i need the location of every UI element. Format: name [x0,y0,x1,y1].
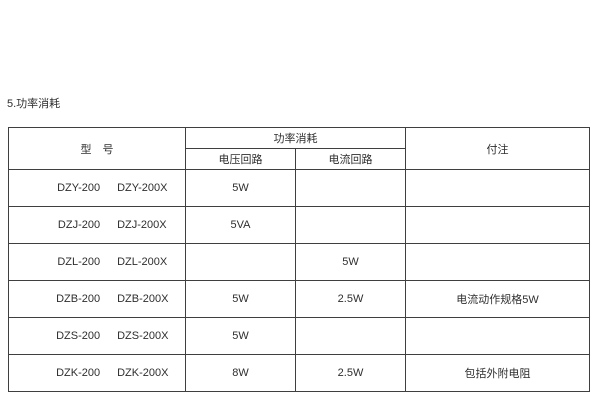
voltage-circuit-cell: 5VA [185,206,296,244]
current-circuit-cell [295,317,406,355]
model-cell: DZJ-200 DZJ-200X [8,206,186,244]
model-x-variant: DZJ-200X [117,219,167,231]
table-row: DZK-200 DZK-200X 8W 2.5W 包括外附电阻 [8,354,590,392]
model-standard: DZL-200 [57,256,101,268]
table-header: 型 号 功率消耗 付注 电压回路 电流回路 [8,127,590,170]
note-cell: 包括外附电阻 [405,354,590,392]
current-circuit-cell: 2.5W [295,354,406,392]
model-cell: DZL-200 DZL-200X [8,243,186,281]
header-current-circuit: 电流回路 [295,148,406,170]
table-row: DZS-200 DZS-200X 5W [8,317,590,355]
note-cell [405,317,590,355]
note-cell: 电流动作规格5W [405,280,590,318]
section-title: 5.功率消耗 [7,98,61,110]
model-cell: DZS-200 DZS-200X [8,317,186,355]
header-row-top: 型 号 功率消耗 付注 [8,127,590,170]
model-x-variant: DZK-200X [117,367,169,379]
model-standard: DZJ-200 [57,219,101,231]
model-standard: DZK-200 [56,367,101,379]
voltage-circuit-cell: 8W [185,354,296,392]
current-circuit-cell: 2.5W [295,280,406,318]
model-x-variant: DZS-200X [117,330,169,342]
model-x-variant: DZY-200X [117,182,168,194]
header-model: 型 号 [8,127,186,170]
model-x-variant: DZB-200X [117,293,169,305]
model-cell: DZB-200 DZB-200X [8,280,186,318]
voltage-circuit-cell: 5W [185,280,296,318]
current-circuit-cell [295,169,406,207]
voltage-circuit-cell: 5W [185,169,296,207]
current-circuit-cell [295,206,406,244]
current-circuit-cell: 5W [295,243,406,281]
voltage-circuit-cell [185,243,296,281]
table-row: DZL-200 DZL-200X 5W [8,243,590,281]
model-cell: DZY-200 DZY-200X [8,169,186,207]
table-row: DZB-200 DZB-200X 5W 2.5W 电流动作规格5W [8,280,590,318]
note-cell [405,243,590,281]
header-note: 付注 [405,127,590,170]
table-row: DZY-200 DZY-200X 5W [8,169,590,207]
note-cell [405,206,590,244]
model-cell: DZK-200 DZK-200X [8,354,186,392]
model-standard: DZB-200 [56,293,101,305]
header-voltage-circuit: 电压回路 [185,148,296,170]
header-power-group: 功率消耗 [185,127,406,149]
model-x-variant: DZL-200X [117,256,168,268]
power-consumption-table: 型 号 功率消耗 付注 电压回路 电流回路 DZY-200 DZY-200X 5W [8,127,590,392]
note-cell [405,169,590,207]
table-body: DZY-200 DZY-200X 5W DZJ-200 DZJ-200X 5VA D… [8,169,590,392]
model-standard: DZY-200 [57,182,101,194]
voltage-circuit-cell: 5W [185,317,296,355]
table-row: DZJ-200 DZJ-200X 5VA [8,206,590,244]
model-standard: DZS-200 [56,330,101,342]
